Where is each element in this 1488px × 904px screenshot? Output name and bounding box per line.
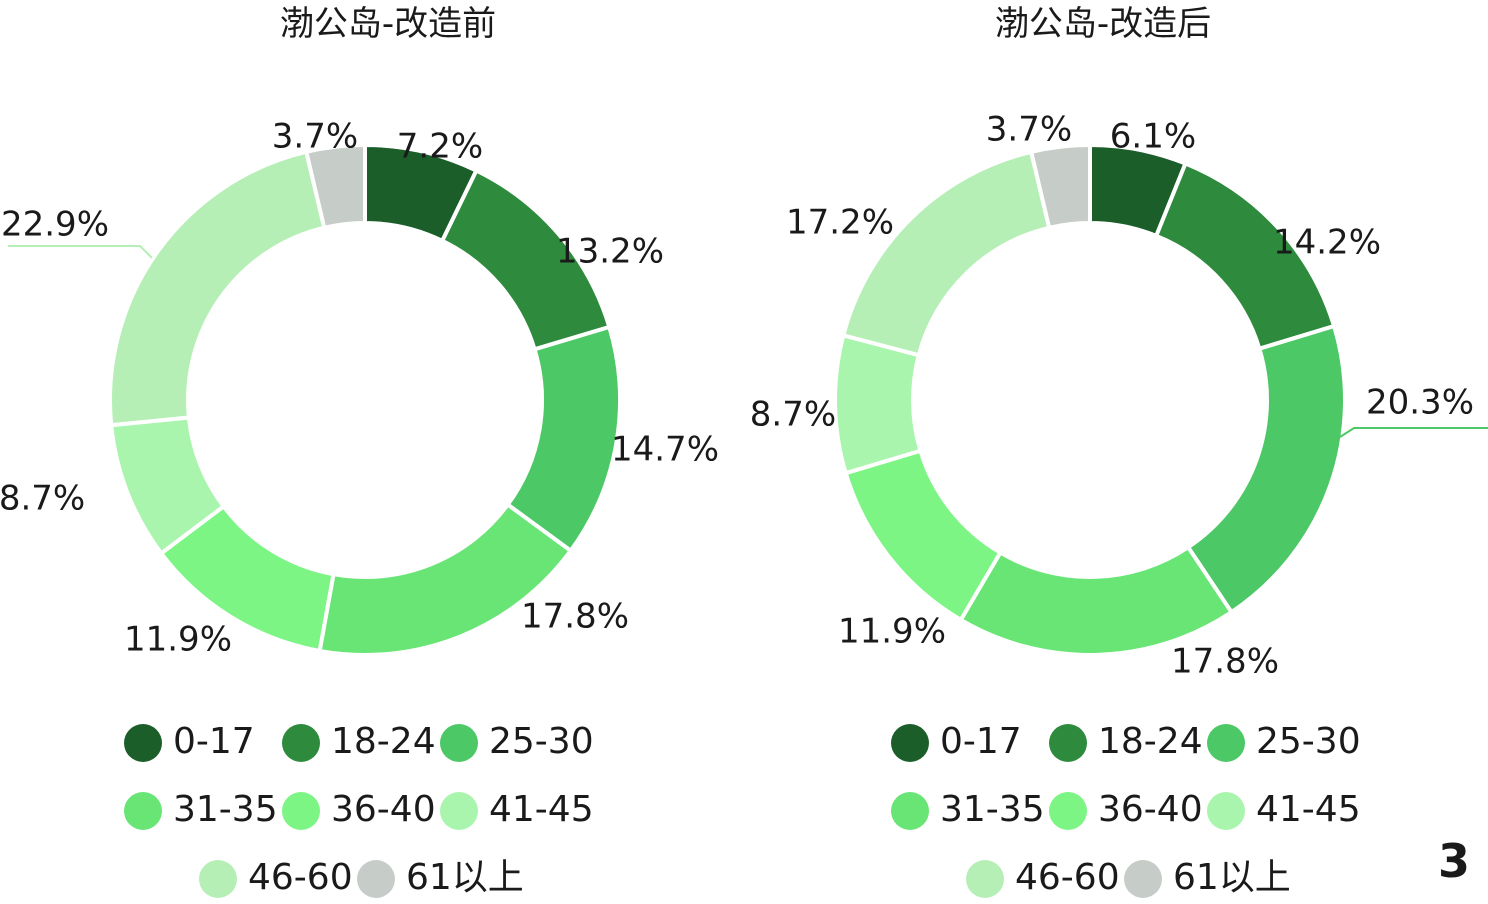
data-label: 14.2% [1273, 223, 1381, 263]
leader-line [1339, 427, 1488, 438]
legend-marker [282, 724, 320, 762]
donut-slice-41-45 [833, 332, 923, 476]
legend-marker [440, 724, 478, 762]
donut-slice-36-40 [843, 448, 1004, 623]
data-label: 6.1% [1110, 117, 1196, 157]
data-label: 17.2% [786, 203, 894, 243]
legend-label: 36-40 [331, 789, 436, 830]
legend-label: 25-30 [1256, 721, 1361, 762]
donut-slice-61以上 [1028, 142, 1092, 231]
donut-slice-46-60 [840, 149, 1052, 358]
legend-label: 61以上 [1173, 857, 1291, 898]
legend-marker [1049, 792, 1087, 830]
legend-label: 41-45 [1256, 789, 1361, 830]
chart-title: 渤公岛-改造后 [995, 4, 1211, 44]
legend-label: 25-30 [489, 721, 594, 762]
legend-marker [282, 792, 320, 830]
legend-marker [124, 792, 162, 830]
legend-marker [891, 724, 929, 762]
legend-marker [891, 792, 929, 830]
data-label: 3.7% [986, 110, 1072, 150]
donut-slice-46-60 [108, 149, 327, 428]
legend-marker [1207, 724, 1245, 762]
legend-label: 36-40 [1098, 789, 1203, 830]
data-label: 11.9% [124, 620, 232, 660]
donut-slice-25-30 [1185, 323, 1347, 615]
donut-slice-61以上 [303, 142, 367, 231]
data-label: 8.7% [750, 395, 836, 435]
legend-label: 31-35 [940, 789, 1045, 830]
legend-marker [199, 860, 237, 898]
legend-label: 46-60 [1015, 857, 1120, 898]
legend-marker [966, 860, 1004, 898]
legend-marker [1049, 724, 1087, 762]
legend-label: 0-17 [173, 721, 255, 762]
data-label: 7.2% [397, 127, 483, 167]
legend-marker [440, 792, 478, 830]
data-label: 3.7% [272, 117, 358, 157]
data-label: 8.7% [0, 479, 85, 519]
page-number: 3 [1437, 834, 1470, 888]
legend-label: 18-24 [331, 721, 436, 762]
data-label: 13.2% [556, 232, 664, 272]
data-label: 17.8% [521, 597, 629, 637]
donut-slice-31-35 [958, 544, 1235, 657]
legend-marker [357, 860, 395, 898]
legend-label: 31-35 [173, 789, 278, 830]
legend-label: 18-24 [1098, 721, 1203, 762]
legend-label: 61以上 [406, 857, 524, 898]
data-label: 20.3% [1366, 383, 1474, 423]
data-label: 14.7% [611, 430, 719, 470]
data-label: 17.8% [1171, 642, 1279, 682]
legend-label: 41-45 [489, 789, 594, 830]
legend-label: 46-60 [248, 857, 353, 898]
data-label: 22.9% [1, 205, 109, 245]
legend-marker [1207, 792, 1245, 830]
data-label: 11.9% [838, 612, 946, 652]
legend-marker [124, 724, 162, 762]
legend-label: 0-17 [940, 721, 1022, 762]
chart-title: 渤公岛-改造前 [280, 4, 496, 44]
legend-marker [1124, 860, 1162, 898]
leader-line [8, 245, 153, 259]
